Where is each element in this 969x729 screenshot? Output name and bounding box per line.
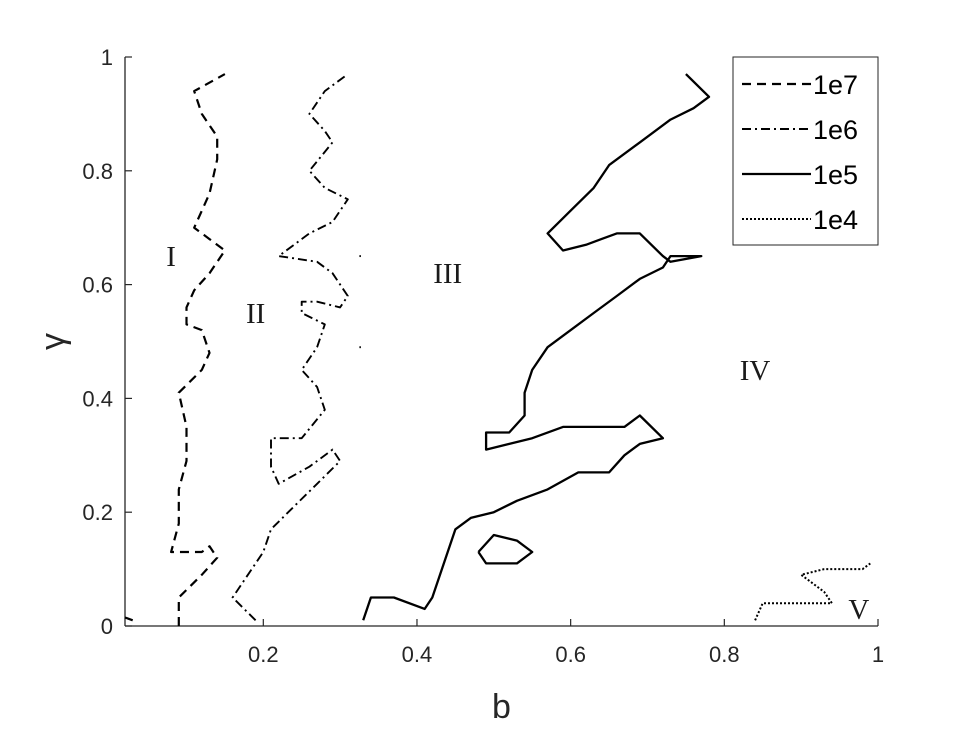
x-tick-label: 0.6 xyxy=(555,642,586,667)
legend-box xyxy=(732,56,879,246)
region-label: V xyxy=(848,594,869,626)
y-tick-label: 0.6 xyxy=(82,273,113,298)
legend-label: 1e4 xyxy=(813,205,858,235)
y-ticks: 0 0.2 0.4 0.6 0.8 1 xyxy=(82,45,132,639)
x-tick-label: 0.8 xyxy=(709,642,740,667)
y-axis-title: γ xyxy=(34,333,72,350)
series-1e5 xyxy=(362,73,711,621)
region-label: II xyxy=(246,298,265,330)
x-tick-label: 0.4 xyxy=(402,642,433,667)
series-1e7 xyxy=(124,73,226,626)
contour-lines xyxy=(124,73,871,626)
y-tick-label: 0.8 xyxy=(82,159,113,184)
series-1e4 xyxy=(754,562,871,621)
legend: 1e7 1e6 1e5 1e4 xyxy=(732,56,879,246)
contour-line-1e4 xyxy=(754,562,871,621)
x-tick-label: 0.2 xyxy=(248,642,279,667)
y-tick-label: 1 xyxy=(101,45,113,70)
legend-label: 1e7 xyxy=(813,70,858,100)
contour-line-1e7 xyxy=(124,616,134,622)
legend-label: 1e5 xyxy=(813,160,858,190)
x-tick-label: 1 xyxy=(872,642,884,667)
region-label: III xyxy=(433,258,462,290)
region-label: I xyxy=(166,241,176,273)
axes: 0.2 0.4 0.6 0.8 1 0 0.2 0.4 0.6 0.8 1 xyxy=(82,45,884,667)
contour-line-1e6 xyxy=(231,73,349,621)
contour-line-1e7 xyxy=(170,73,226,626)
contour-line-1e5 xyxy=(362,73,711,621)
legend-label: 1e6 xyxy=(813,115,858,145)
y-tick-label: 0.4 xyxy=(82,386,113,411)
x-axis-title: b xyxy=(492,688,511,726)
series-1e6 xyxy=(231,73,361,621)
region-label: IV xyxy=(740,355,771,387)
y-tick-label: 0 xyxy=(101,614,113,639)
y-tick-label: 0.2 xyxy=(82,500,113,525)
x-ticks: 0.2 0.4 0.6 0.8 1 xyxy=(248,619,884,667)
contour-line-1e5 xyxy=(477,533,534,565)
